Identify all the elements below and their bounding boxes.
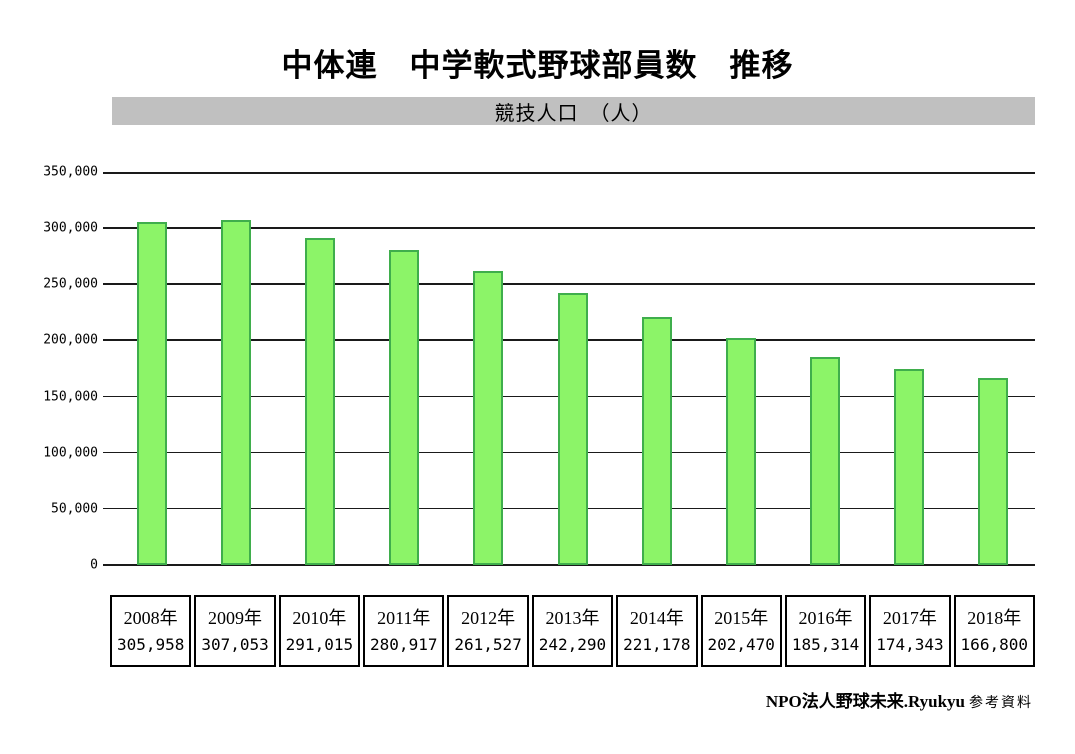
y-tick-label: 50,000 (51, 501, 98, 517)
table-cell-year: 2015年 (714, 608, 769, 628)
y-tick-label: 150,000 (43, 389, 98, 405)
table-cell-value: 261,527 (454, 635, 522, 654)
table-cell-value: 291,015 (285, 635, 354, 654)
gridline (103, 283, 1035, 285)
bar-series (110, 172, 1035, 565)
subtitle-band: 競技人口 （人） (112, 97, 1035, 125)
table-cell: 2009年 307,053 (194, 595, 276, 667)
table-cell-year: 2012年 (461, 608, 516, 628)
table-cell: 2008年 305,958 (110, 595, 192, 667)
table-cell: 2016年 185,314 (784, 595, 867, 667)
table-cell-value: 280,917 (370, 635, 438, 654)
table-cell-year: 2013年 (545, 608, 600, 628)
bar-2015年 (725, 337, 756, 565)
source-name-label: NPO法人野球未来.Ryukyu (765, 692, 965, 711)
bar-slot (867, 172, 951, 565)
source-ref-label: 参考資料 (969, 696, 1033, 711)
bar-slot (446, 172, 530, 565)
table-cell-value: 166,800 (960, 635, 1028, 654)
table-cell: 2010年 291,015 (278, 595, 361, 667)
y-tick-label: 350,000 (43, 164, 98, 180)
table-cell-value: 174,343 (876, 635, 944, 654)
table-cell: 2013年 242,290 (531, 595, 614, 667)
bar-2013年 (557, 292, 588, 565)
bar-slot (615, 172, 699, 565)
table-cell-year: 2014年 (629, 608, 684, 628)
bar-2017年 (893, 369, 924, 565)
table-cell-value: 221,178 (623, 635, 691, 654)
bar-2010年 (305, 238, 336, 565)
y-axis: 0 50,000 100,000 150,000 200,000 250,000 300,0… (0, 165, 98, 573)
table-cell-year: 2011年 (377, 608, 431, 628)
table-cell-year: 2018年 (967, 608, 1022, 628)
table-cell: 2011年 280,917 (363, 595, 445, 667)
y-tick-label: 0 (90, 557, 98, 573)
bar-slot (699, 172, 783, 565)
y-tick-label: 200,000 (43, 332, 98, 348)
y-tick-label: 250,000 (43, 276, 98, 292)
table-cell: 2012年 261,527 (447, 595, 529, 667)
bar-slot (110, 172, 194, 565)
table-cell-year: 2008年 (123, 608, 178, 628)
bar-slot (278, 172, 362, 565)
gridline (103, 227, 1035, 229)
table-cell: 2017年 174,343 (869, 595, 951, 667)
table-cell: 2018年 166,800 (953, 595, 1035, 667)
bar-2016年 (809, 356, 840, 565)
bar-2009年 (221, 220, 252, 565)
bar-slot (362, 172, 446, 565)
bar-2011年 (389, 249, 420, 565)
table-cell-year: 2010年 (292, 608, 347, 628)
bar-slot (194, 172, 278, 565)
bar-slot (530, 172, 614, 565)
table-cell-year: 2017年 (882, 608, 937, 628)
bar-2012年 (473, 271, 504, 565)
bar-2014年 (641, 316, 672, 565)
subtitle-label: 競技人口 （人） (494, 102, 653, 125)
table-cell: 2015年 202,470 (700, 595, 782, 667)
table-cell-year: 2009年 (208, 608, 263, 628)
bar-slot (951, 172, 1035, 565)
table-cell-value: 307,053 (201, 635, 269, 654)
table-cell-value: 185,314 (791, 635, 860, 654)
y-tick-label: 300,000 (43, 220, 98, 236)
plot-area (103, 172, 1035, 566)
table-cell: 2014年 221,178 (616, 595, 698, 667)
data-table: 2008年 305,958 2009年 307,053 2010年 291,015 2011… (110, 595, 1035, 667)
table-cell-value: 202,470 (707, 635, 775, 654)
table-cell-value: 242,290 (538, 635, 607, 654)
bar-2018年 (977, 377, 1008, 565)
page-title: 中体連 中学軟式野球部員数 推移 (281, 48, 794, 83)
table-cell-value: 305,958 (116, 635, 185, 654)
bar-2008年 (137, 221, 168, 565)
gridline (103, 172, 1035, 174)
bar-slot (783, 172, 867, 565)
source-note: NPO法人野球未来.Ryukyu 参考資料 (766, 687, 1033, 712)
y-tick-label: 100,000 (43, 445, 98, 461)
table-cell-year: 2016年 (798, 608, 853, 628)
